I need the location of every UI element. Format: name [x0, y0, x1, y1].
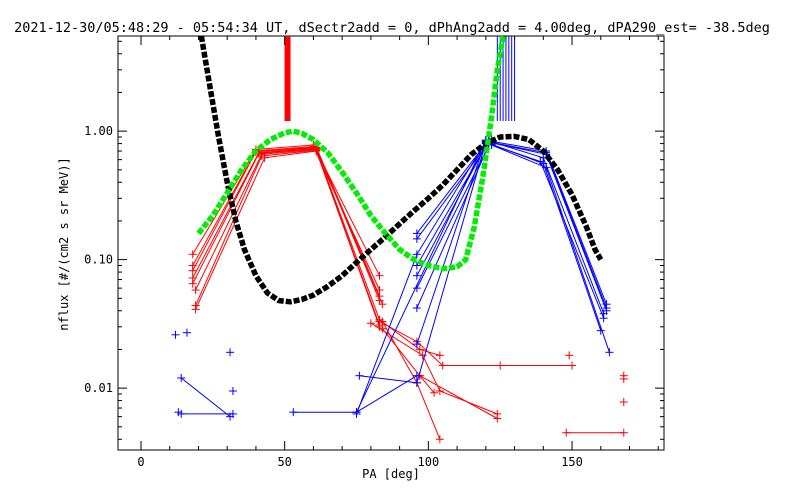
x-tick-label: 100: [418, 455, 440, 469]
blue-data-point: [174, 408, 183, 417]
red-data-point: [619, 397, 628, 406]
red-data-point: [375, 271, 384, 280]
red-series-line: [192, 144, 380, 276]
red-series-line: [379, 321, 572, 366]
blue-series-line: [416, 140, 487, 345]
red-data-point: [378, 300, 387, 309]
blue-series-line: [416, 140, 490, 266]
red-data-point: [430, 388, 439, 397]
red-data-point: [619, 428, 628, 437]
red-data-point: [378, 317, 387, 326]
y-tick-label: 0.10: [84, 253, 113, 267]
x-tick-label: 50: [277, 455, 291, 469]
blue-data-point: [599, 314, 608, 323]
plot-frame: [117, 35, 665, 451]
red-series-line: [192, 146, 380, 297]
red-data-point: [568, 361, 577, 370]
blue-data-point: [228, 386, 237, 395]
blue-data-point: [352, 409, 361, 418]
red-data-point: [188, 279, 197, 288]
red-data-point: [378, 324, 387, 333]
red-data-point: [496, 361, 505, 370]
red-series-line: [382, 328, 435, 394]
red-series-line: [192, 147, 380, 301]
red-data-point: [191, 286, 200, 295]
x-tick-label: 0: [137, 455, 144, 469]
red-series-line: [195, 148, 380, 320]
blue-data-point: [177, 373, 186, 382]
x-axis-label: PA [deg]: [362, 467, 420, 481]
red-data-point: [562, 428, 571, 437]
red-data-point: [565, 351, 574, 360]
blue-data-point: [171, 330, 180, 339]
y-tick-label: 1.00: [84, 124, 113, 138]
blue-data-point: [412, 271, 421, 280]
blue-data-point: [412, 250, 421, 259]
blue-data-point: [289, 408, 298, 417]
red-series-line: [370, 322, 498, 415]
red-data-point: [493, 414, 502, 423]
blue-data-point: [182, 328, 191, 337]
x-tick-label: 150: [561, 455, 583, 469]
blue-data-point: [412, 284, 421, 293]
y-tick-label: 0.01: [84, 381, 113, 395]
axes: 0 50 100 150 0.01 0.10 1.00: [84, 36, 664, 469]
red-data-point: [619, 374, 628, 383]
blue-data-point: [412, 378, 421, 387]
blue-data-point: [412, 340, 421, 349]
red-series-line: [195, 150, 380, 327]
red-data-point: [260, 153, 269, 162]
red-data-point: [312, 147, 321, 156]
red-series-line: [192, 148, 383, 305]
blue-data-point: [226, 348, 235, 357]
green-model-curve: [196, 35, 506, 272]
blue-data-point: [412, 371, 421, 380]
blue-data-point: [542, 163, 551, 172]
red-data-point: [435, 435, 444, 444]
red-data-point: [366, 319, 375, 328]
y-axis-label: nflux [#/(cm2 s sr MeV)]: [57, 157, 71, 330]
blue-data-point: [412, 304, 421, 313]
red-data-point: [438, 361, 447, 370]
blue-data-point: [226, 412, 235, 421]
blue-series-line: [180, 377, 231, 417]
chart-title: 2021-12-30/05:48:29 - 05:54:34 UT, dSect…: [14, 20, 770, 36]
blue-series-line: [293, 375, 418, 413]
red-data-point: [435, 386, 444, 395]
blue-data-point: [605, 348, 614, 357]
blue-series-line: [491, 143, 602, 331]
blue-series-line: [416, 138, 493, 309]
red-data-point: [191, 305, 200, 314]
red-data-point: [188, 266, 197, 275]
red-data-point: [415, 345, 424, 354]
blue-data-point: [412, 234, 421, 243]
blue-series-line: [416, 139, 490, 276]
red-data-point: [188, 250, 197, 259]
blue-series-line: [416, 143, 487, 234]
blue-series-line: [356, 139, 487, 413]
blue-series-line: [416, 141, 490, 240]
blue-data-point: [412, 261, 421, 270]
red-series-line: [419, 375, 498, 419]
plot-marks: [171, 35, 628, 444]
red-data-point: [435, 351, 444, 360]
blue-data-point: [355, 371, 364, 380]
black-model-curve: [198, 35, 604, 305]
